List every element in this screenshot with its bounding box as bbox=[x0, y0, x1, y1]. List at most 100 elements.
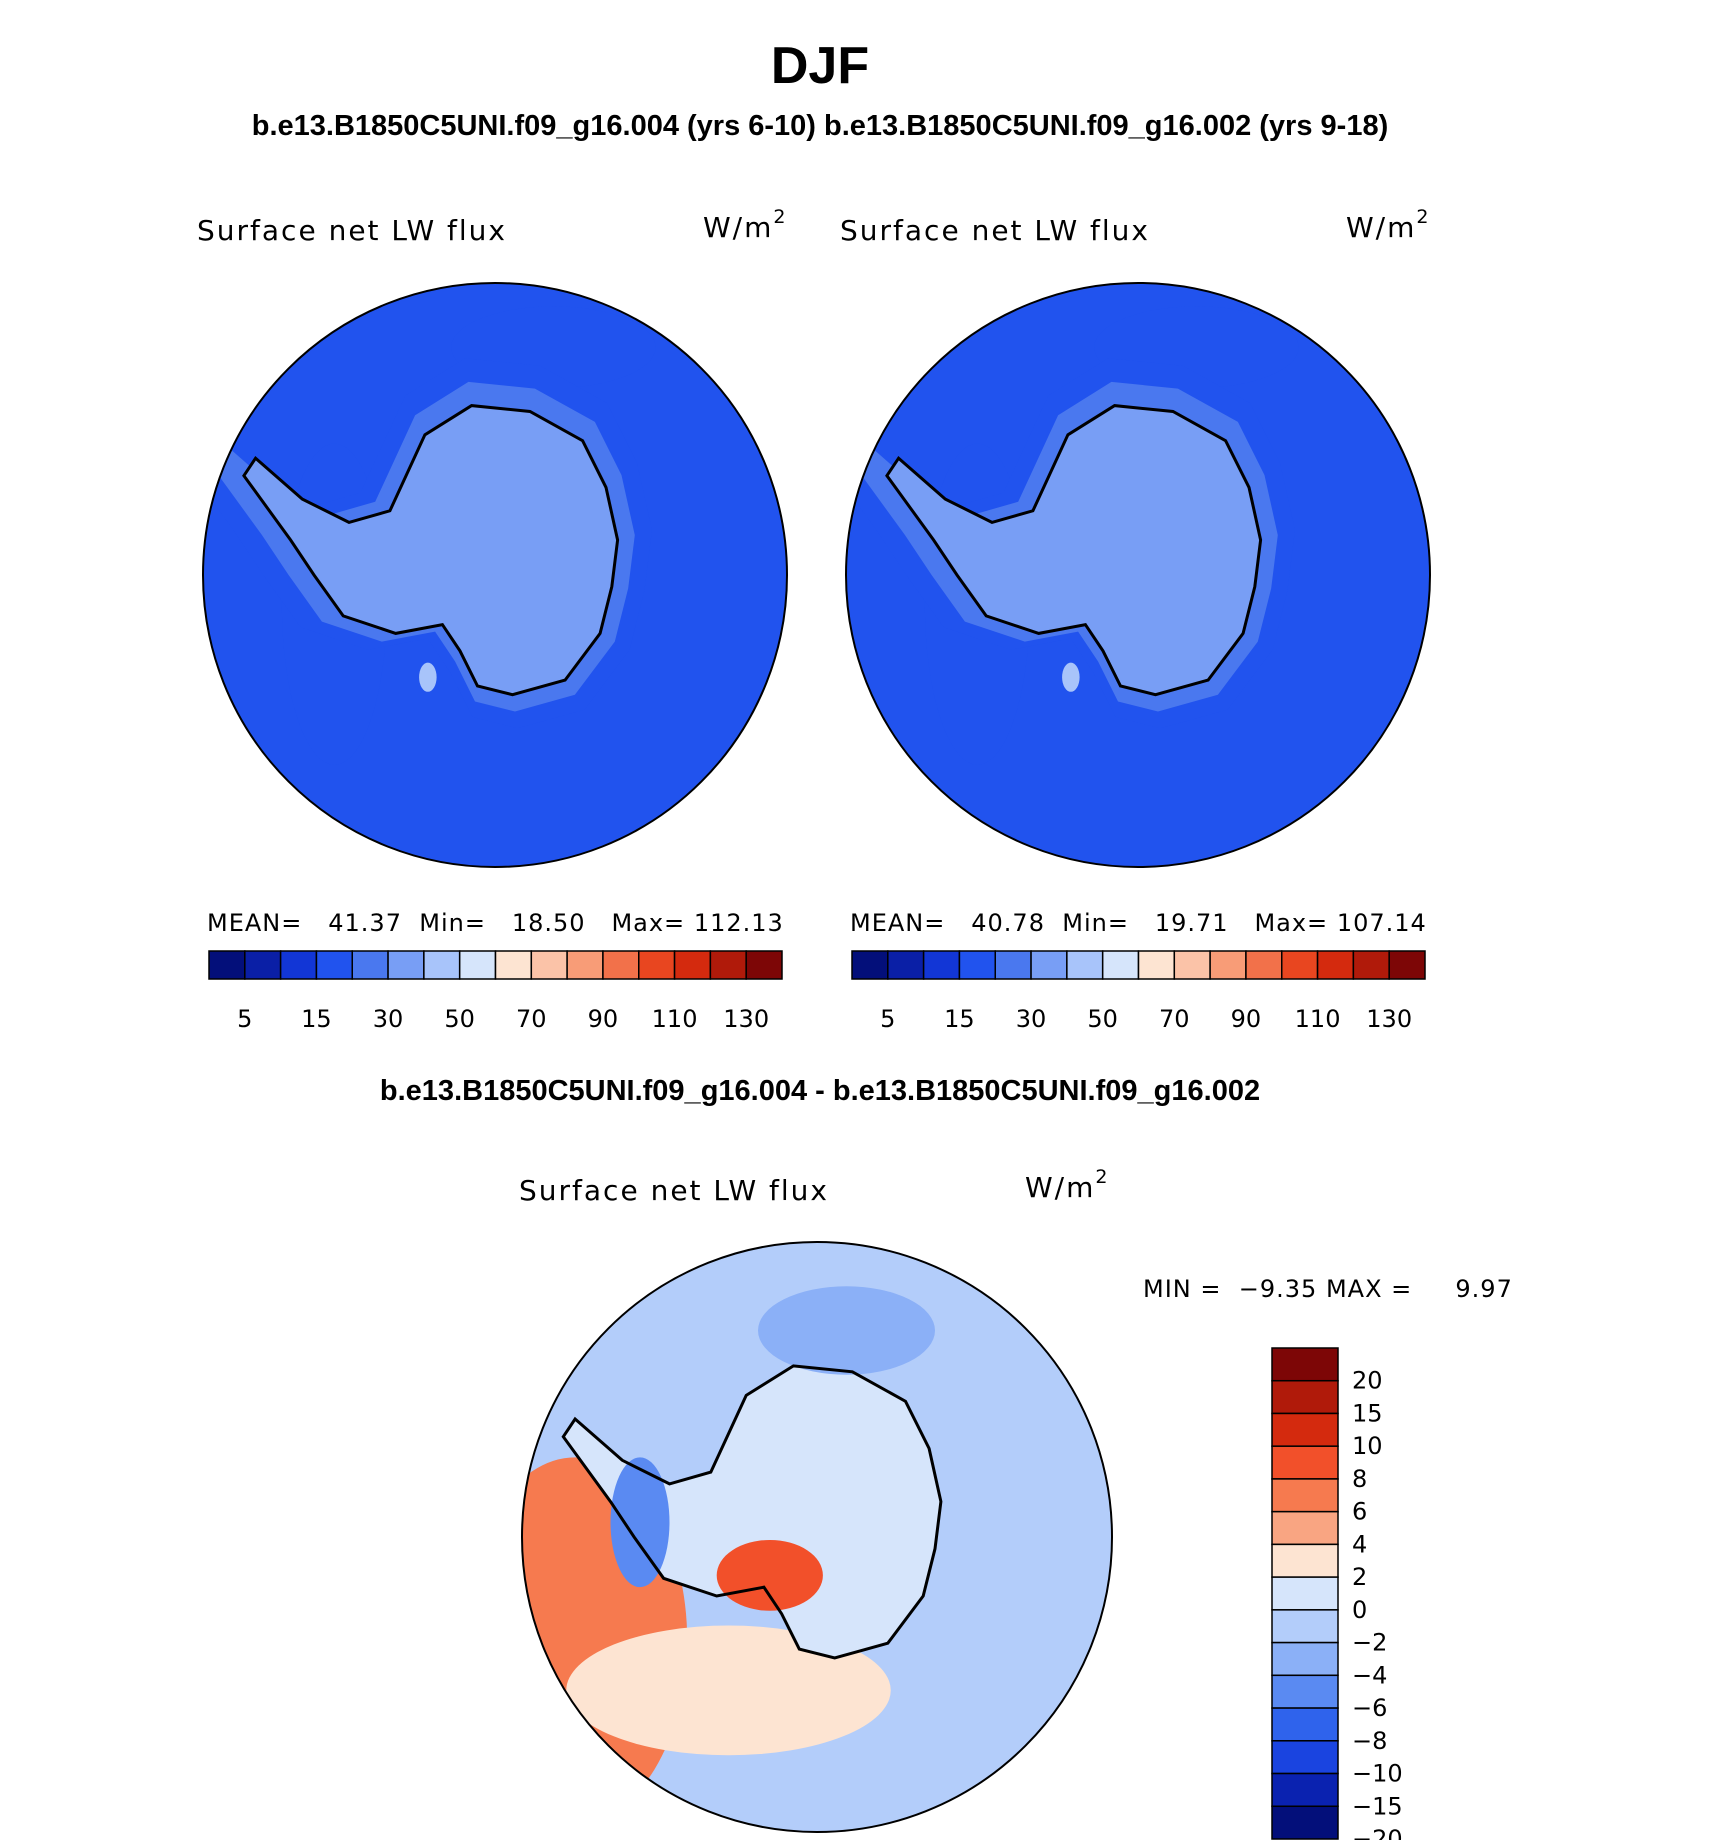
colorbar-swatch bbox=[922, 950, 961, 980]
colorbar-swatch bbox=[1030, 950, 1068, 980]
panel1-units: W/m2 bbox=[703, 206, 788, 244]
colorbar-tick-label: −20 bbox=[1352, 1825, 1403, 1840]
difference-title: b.e13.B1850C5UNI.f09_g16.004 - b.e13.B18… bbox=[379, 1075, 1261, 1107]
panel3-units-base: W/m bbox=[1025, 1171, 1096, 1204]
colorbar-swatch bbox=[1271, 1543, 1339, 1578]
colorbar-tick-label: 15 bbox=[944, 1005, 975, 1033]
panel1-mean-label: MEAN= bbox=[207, 909, 303, 937]
panel3-max-value: 9.97 bbox=[1455, 1275, 1513, 1303]
colorbar-swatch bbox=[1101, 950, 1140, 980]
colorbar-tick-label: 50 bbox=[444, 1005, 475, 1033]
colorbar-swatch bbox=[709, 950, 747, 980]
panel1-max-value: 112.13 bbox=[693, 909, 784, 937]
colorbar-tick-label: 70 bbox=[1159, 1005, 1190, 1033]
colorbar-tick-label: 130 bbox=[723, 1005, 769, 1033]
colorbar-swatch bbox=[1271, 1510, 1339, 1546]
colorbar-tick-label: −10 bbox=[1352, 1760, 1403, 1788]
colorbar-swatch bbox=[351, 950, 389, 980]
colorbar-tick-label: 15 bbox=[1352, 1399, 1383, 1427]
colorbar-swatch bbox=[530, 950, 568, 980]
case-names-subtitle: b.e13.B1850C5UNI.f09_g16.004 (yrs 6-10) … bbox=[251, 110, 1389, 142]
panel2-map bbox=[845, 282, 1431, 868]
colorbar-swatch bbox=[1271, 1576, 1339, 1611]
colorbar-swatch bbox=[1271, 1445, 1339, 1480]
colorbar-tick-label: −4 bbox=[1352, 1661, 1387, 1689]
colorbar-swatch bbox=[673, 950, 712, 980]
colorbar-swatch bbox=[602, 950, 640, 980]
colorbar-swatch bbox=[1271, 1740, 1339, 1775]
colorbar-swatch bbox=[1281, 950, 1319, 980]
colorbar-tick-label: 2 bbox=[1352, 1563, 1367, 1591]
colorbar-tick-label: 0 bbox=[1352, 1596, 1367, 1624]
coastline bbox=[561, 1364, 943, 1660]
colorbar-swatch bbox=[566, 950, 604, 980]
panel1-units-base: W/m bbox=[703, 211, 774, 244]
colorbar-tick-label: 15 bbox=[301, 1005, 332, 1033]
panel3-max-label: MAX = bbox=[1325, 1275, 1413, 1303]
colorbar-tick-label: 110 bbox=[652, 1005, 698, 1033]
panel1-colorbar: 5 15 30 50 70 90 110 130 bbox=[208, 950, 783, 1033]
colorbar-tick-label: −15 bbox=[1352, 1792, 1403, 1820]
panel2-colorbar: 5 15 30 50 70 90 110 130 bbox=[851, 950, 1426, 1033]
map-boundary bbox=[845, 282, 1431, 868]
colorbar-tick-label: −8 bbox=[1352, 1727, 1387, 1755]
colorbar-swatch bbox=[994, 950, 1032, 980]
colorbar-swatch bbox=[1271, 1412, 1339, 1447]
panel2-variable-label: Surface net LW flux bbox=[840, 214, 1150, 247]
diff-ice-sheet-field bbox=[563, 1365, 941, 1658]
panel3-map bbox=[521, 1241, 1113, 1833]
colorbar-tick-label: −6 bbox=[1352, 1694, 1387, 1722]
panel1-max-label: Max= bbox=[611, 909, 686, 937]
panel1-variable-label: Surface net LW flux bbox=[197, 214, 507, 247]
colorbar-swatch bbox=[851, 950, 889, 980]
colorbar-tick-label: 10 bbox=[1352, 1432, 1383, 1460]
panel3-units-exp: 2 bbox=[1095, 1166, 1110, 1188]
panel3-units: W/m2 bbox=[1025, 1166, 1110, 1204]
figure-title: DJF bbox=[770, 37, 870, 95]
colorbar-tick-label: 8 bbox=[1352, 1465, 1367, 1493]
colorbar-swatch bbox=[1271, 1347, 1339, 1382]
colorbar-tick-label: 70 bbox=[516, 1005, 547, 1033]
colorbar-swatch bbox=[315, 950, 353, 980]
panel2-max-value: 107.14 bbox=[1336, 909, 1427, 937]
colorbar-swatch bbox=[1316, 950, 1355, 980]
colorbar-swatch bbox=[458, 950, 497, 980]
colorbar-tick-label: 130 bbox=[1366, 1005, 1412, 1033]
panel2-units-exp: 2 bbox=[1416, 206, 1431, 228]
colorbar-swatch bbox=[1271, 1609, 1339, 1644]
panel2-mean-value: 40.78 bbox=[971, 909, 1045, 937]
colorbar-swatch bbox=[638, 950, 676, 980]
coastal-hotspot bbox=[1062, 662, 1080, 692]
colorbar-tick-label: 50 bbox=[1087, 1005, 1118, 1033]
colorbar-swatch bbox=[387, 950, 425, 980]
diff-northern-cold-anomaly bbox=[758, 1286, 935, 1375]
colorbar-tick-label: 30 bbox=[1016, 1005, 1047, 1033]
colorbar-swatch bbox=[494, 950, 533, 980]
panel1-min-label: Min= bbox=[419, 909, 486, 937]
coastline bbox=[885, 404, 1263, 697]
colorbar-swatch bbox=[745, 950, 783, 980]
colorbar-swatch bbox=[279, 950, 318, 980]
colorbar-swatch bbox=[423, 950, 461, 980]
colorbar-tick-label: 6 bbox=[1352, 1498, 1367, 1526]
colorbar-swatch bbox=[1271, 1805, 1339, 1840]
diff-southern-warm-band bbox=[566, 1625, 891, 1756]
panel3-min-value: −9.35 bbox=[1238, 1275, 1318, 1303]
panel2-min-value: 19.71 bbox=[1154, 909, 1229, 937]
diff-ross-anomaly bbox=[716, 1539, 823, 1611]
colorbar-swatch bbox=[1245, 950, 1283, 980]
colorbar-swatch bbox=[1271, 1772, 1339, 1808]
coastline bbox=[242, 404, 620, 697]
colorbar-swatch bbox=[1271, 1707, 1339, 1742]
colorbar-swatch bbox=[1209, 950, 1247, 980]
colorbar-tick-label: −2 bbox=[1352, 1629, 1387, 1657]
panel2-units: W/m2 bbox=[1346, 206, 1431, 244]
colorbar-tick-label: 20 bbox=[1352, 1367, 1383, 1395]
panel1-units-exp: 2 bbox=[773, 206, 788, 228]
panel1-map bbox=[202, 282, 788, 868]
colorbar-swatch bbox=[1271, 1379, 1339, 1415]
coastal-hotspot bbox=[419, 662, 437, 692]
colorbar-swatch bbox=[958, 950, 996, 980]
colorbar-tick-label: 90 bbox=[588, 1005, 619, 1033]
